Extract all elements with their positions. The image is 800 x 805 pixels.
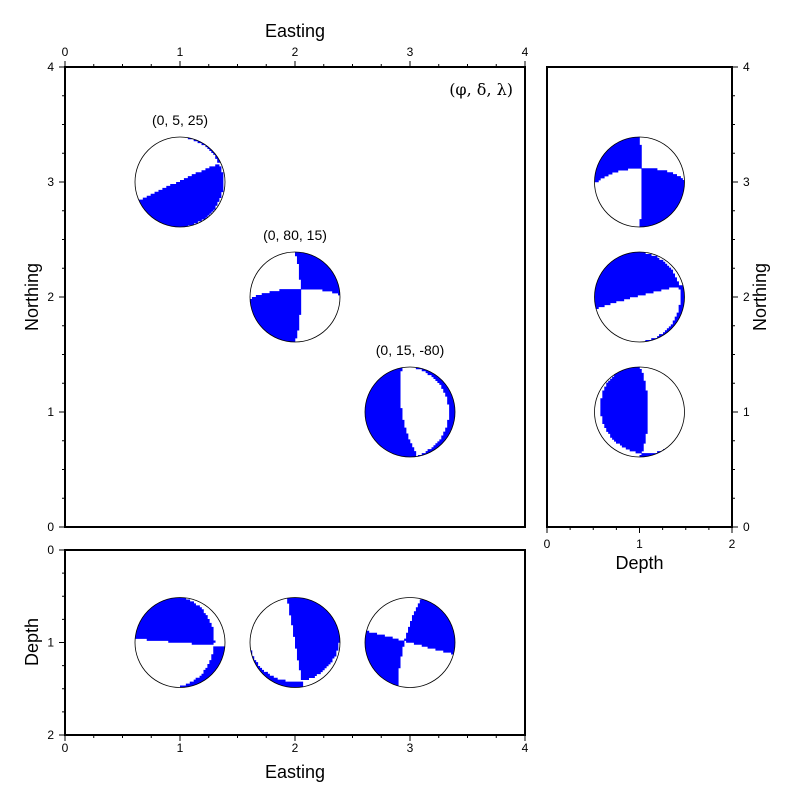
bottom-beachballs [134, 597, 456, 688]
side-y-tick-4: 4 [743, 60, 750, 74]
side-y-tick-3: 3 [743, 175, 750, 189]
beachball-bottom-0 [134, 597, 226, 688]
beachball-label-2: (0, 15, -80) [376, 342, 444, 358]
bottom-x-tick-1: 1 [177, 741, 184, 755]
main-y-axis-title: Northing [22, 263, 42, 331]
main-x-tick-0: 0 [62, 45, 69, 59]
side-x-tick-0: 0 [544, 537, 551, 551]
beachball-bottom-0-compression [135, 597, 225, 688]
side-beachballs [594, 136, 685, 458]
bottom-x-tick-3: 3 [407, 741, 414, 755]
side-x-axis-title: Depth [615, 553, 663, 573]
side-y-tick-2: 2 [743, 290, 750, 304]
beachball-main-0-compression [138, 137, 224, 227]
beachball-bottom-1-outline [249, 597, 341, 688]
bottom-x-tick-4: 4 [522, 741, 529, 755]
side-x-tick-2: 2 [729, 537, 736, 551]
beachball-main-1-compression [250, 252, 340, 342]
bottom-x-tick-2: 2 [292, 741, 299, 755]
main-y-tick-3: 3 [47, 175, 54, 189]
beachball-side-0-outline [594, 136, 685, 228]
beachball-label-0: (0, 5, 25) [152, 112, 208, 128]
beachball-side-2-outline [594, 366, 685, 458]
beachball-main-2-compression [365, 367, 455, 457]
main-beachballs: (0, 5, 25) (0, 80, 15) (0, 15, -80) [134, 112, 456, 458]
beachball-bottom-2-compression [365, 597, 455, 688]
beachball-bottom-0-outline [134, 597, 226, 688]
beachball-main-1-outline [249, 251, 341, 343]
main-y-tick-2: 2 [47, 290, 54, 304]
side-x-tick-1: 1 [636, 537, 643, 551]
beachball-main-0-outline [134, 136, 226, 228]
bottom-y-tick-2: 2 [47, 728, 54, 742]
bottom-panel-ticks [59, 549, 526, 741]
main-panel: 0 1 2 3 4 0 1 2 3 4 Easting Northing (φ,… [22, 21, 529, 534]
bottom-panel: 0 1 2 3 4 0 1 2 Easting Depth [22, 543, 529, 782]
beachball-main-2-outline [364, 366, 456, 458]
bottom-x-tick-0: 0 [62, 741, 69, 755]
main-y-tick-0: 0 [47, 520, 54, 534]
main-y-tick-4: 4 [47, 60, 54, 74]
main-x-tick-3: 3 [407, 45, 414, 59]
side-y-tick-0: 0 [743, 520, 750, 534]
beachball-side-1 [594, 251, 685, 343]
beachball-bottom-2-outline [364, 597, 456, 688]
beachball-side-0-compression [594, 137, 685, 227]
beachball-bottom-2 [364, 597, 456, 688]
beachball-side-2 [594, 366, 685, 458]
main-x-tick-1: 1 [177, 45, 184, 59]
beachball-side-0 [594, 136, 685, 228]
main-y-tick-1: 1 [47, 405, 54, 419]
main-x-tick-2: 2 [292, 45, 299, 59]
beachball-bottom-1-compression [250, 597, 340, 688]
legend-label: (φ, δ, λ) [449, 80, 513, 99]
beachball-side-2-compression [600, 367, 666, 457]
main-panel-ticks [59, 61, 526, 528]
beachball-bottom-1 [249, 597, 341, 688]
bottom-y-tick-0: 0 [47, 543, 54, 557]
main-x-tick-4: 4 [522, 45, 529, 59]
side-panel: 0 1 2 0 1 2 3 4 Depth Northing [544, 60, 770, 573]
side-panel-ticks [546, 66, 738, 533]
side-y-tick-1: 1 [743, 405, 750, 419]
beachball-main-2 [364, 366, 456, 458]
beachball-side-1-compression [594, 252, 685, 342]
beachball-main-0 [134, 136, 226, 228]
side-y-axis-title: Northing [750, 263, 770, 331]
beachball-main-1 [249, 251, 341, 343]
beachball-label-1: (0, 80, 15) [263, 227, 327, 243]
main-x-axis-title: Easting [265, 21, 325, 41]
bottom-y-tick-1: 1 [47, 636, 54, 650]
bottom-y-axis-title: Depth [22, 618, 42, 666]
beachball-side-1-outline [594, 251, 685, 343]
bottom-x-axis-title: Easting [265, 762, 325, 782]
